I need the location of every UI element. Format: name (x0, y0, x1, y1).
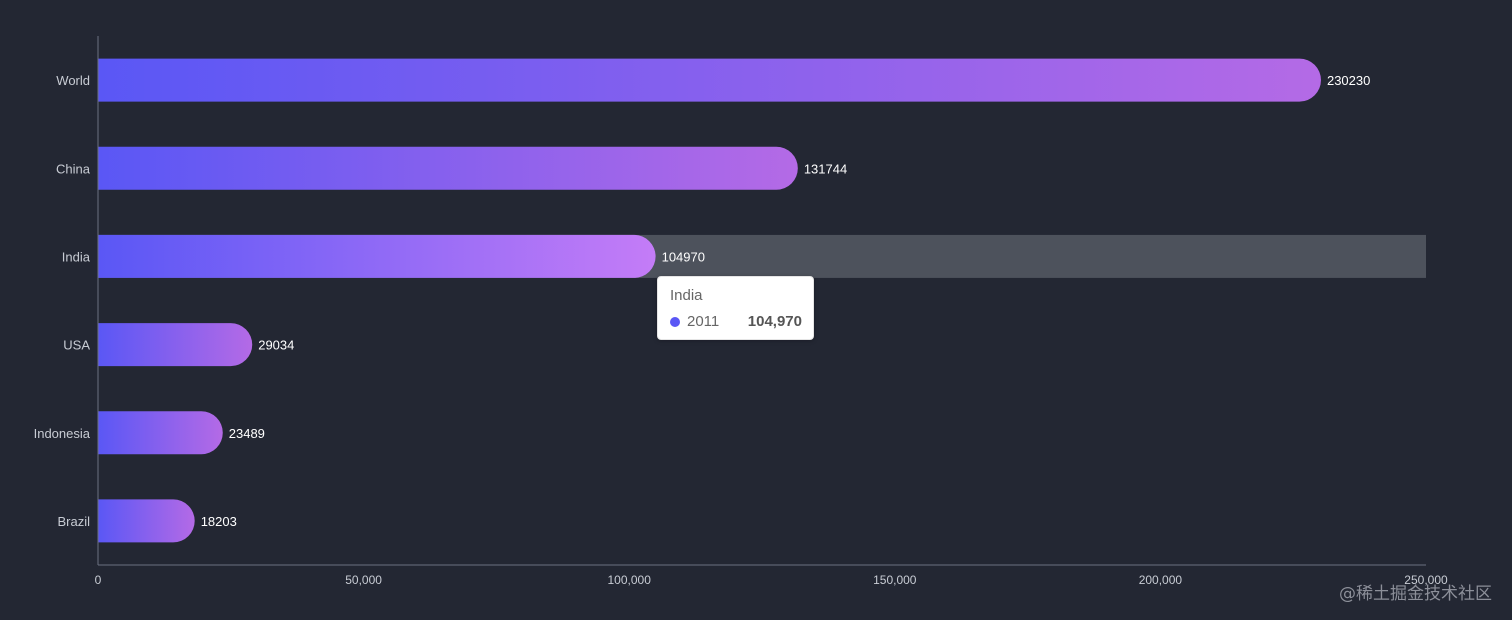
tooltip: India 2011 104,970 (657, 276, 814, 340)
bar-usa[interactable] (98, 323, 253, 367)
bar-world[interactable] (98, 58, 1321, 102)
tooltip-series-name: 2011 (687, 313, 720, 330)
x-tick-label: 250,000 (1404, 573, 1448, 587)
category-label-usa: USA (63, 338, 90, 353)
x-tick-label: 200,000 (1139, 573, 1183, 587)
category-label-indonesia: Indonesia (34, 426, 91, 441)
category-label-brazil: Brazil (57, 514, 90, 529)
data-label-usa: 29034 (258, 338, 294, 353)
category-label-china: China (56, 161, 91, 176)
data-label-india: 104970 (662, 249, 705, 264)
category-label-india: India (62, 249, 91, 264)
x-tick-label: 50,000 (345, 573, 382, 587)
x-tick-label: 0 (95, 573, 102, 587)
watermark: @稀土掘金技术社区 (1339, 584, 1492, 604)
tooltip-title: India (670, 287, 703, 304)
x-tick-label: 100,000 (608, 573, 652, 587)
x-tick-label: 150,000 (873, 573, 917, 587)
bar-brazil[interactable] (98, 499, 195, 543)
data-label-indonesia: 23489 (229, 426, 265, 441)
data-label-brazil: 18203 (201, 514, 237, 529)
bar-indonesia[interactable] (98, 411, 223, 455)
data-label-china: 131744 (804, 161, 847, 176)
data-label-world: 230230 (1327, 73, 1370, 88)
tooltip-series-marker (670, 317, 680, 327)
tooltip-value: 104,970 (747, 313, 802, 330)
category-label-world: World (56, 73, 90, 88)
bar-china[interactable] (98, 146, 798, 190)
bar-india[interactable] (98, 234, 656, 278)
